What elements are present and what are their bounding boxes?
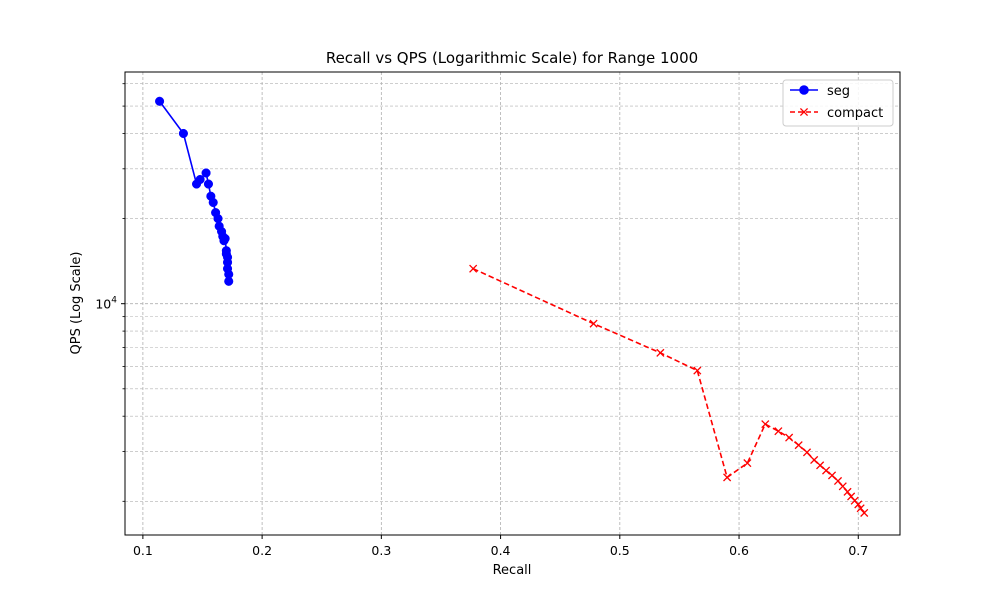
y-tick-exponent: 4 <box>111 296 117 306</box>
series-line-seg <box>158 100 230 282</box>
data-point-compact <box>794 441 803 450</box>
data-point-compact <box>860 508 869 517</box>
legend-marker-seg <box>799 85 809 95</box>
x-tick-label: 0.5 <box>610 543 630 558</box>
data-point-compact <box>589 319 598 328</box>
x-tick-label: 0.3 <box>371 543 391 558</box>
x-tick-label: 0.2 <box>252 543 272 558</box>
data-point-seg <box>195 174 205 185</box>
data-point-seg <box>178 128 188 139</box>
x-tick-label: 0.1 <box>133 543 153 558</box>
data-point-compact <box>761 420 770 429</box>
data-point-compact <box>785 433 794 442</box>
data-point-seg <box>213 214 223 224</box>
legend-marker-compact <box>799 107 809 117</box>
data-point-compact <box>843 487 852 496</box>
data-point-compact <box>656 348 665 357</box>
legend-box <box>782 79 894 127</box>
legend-label-seg: seg <box>827 84 850 99</box>
y-tick-label: 104 <box>95 296 117 312</box>
data-point-seg <box>155 96 165 106</box>
y-tick-base: 10 <box>95 297 111 312</box>
data-point-compact <box>469 264 478 273</box>
data-point-seg <box>201 168 211 178</box>
plot-series <box>155 96 869 517</box>
x-tick-label: 0.4 <box>491 543 511 558</box>
data-point-seg <box>208 197 218 208</box>
data-point-compact <box>693 366 702 375</box>
data-point-compact <box>802 448 812 457</box>
x-tick-label: 0.6 <box>729 543 749 558</box>
data-point-compact <box>822 466 831 475</box>
data-point-compact <box>774 427 783 436</box>
data-point-seg <box>203 179 214 189</box>
data-point-compact <box>723 473 732 482</box>
y-axis-label: QPS (Log Scale) <box>69 252 84 355</box>
data-point-seg <box>224 276 234 286</box>
grid-lines <box>125 72 900 535</box>
data-point-compact <box>854 500 863 509</box>
data-point-seg <box>220 233 230 244</box>
data-point-compact <box>856 504 865 513</box>
legend-label-compact: compact <box>827 106 883 121</box>
series-line-compact <box>472 267 865 514</box>
axis-ticks: 0.1 0.2 0.3 0.4 0.5 0.6 0.7 104 <box>95 83 868 558</box>
legend: seg compact <box>782 79 894 127</box>
chart-title: Recall vs QPS (Logarithmic Scale) for Ra… <box>326 49 698 67</box>
data-point-compact <box>743 459 752 468</box>
x-axis-label: Recall <box>493 563 532 578</box>
x-tick-label: 0.7 <box>848 543 868 558</box>
